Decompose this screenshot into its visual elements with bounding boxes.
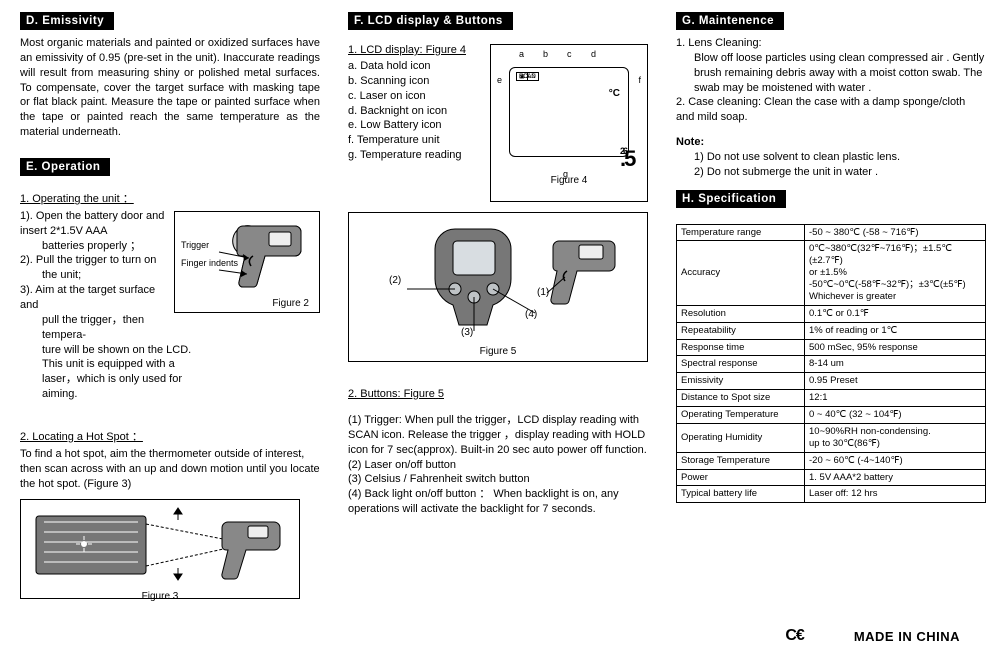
note-label: Note: bbox=[676, 135, 986, 150]
spec-key: Accuracy bbox=[677, 241, 805, 305]
table-row: Accuracy0℃~380℃(32℉~716℉)；±1.5℃(±2.7℉) o… bbox=[677, 241, 986, 305]
fig5-p3: (3) bbox=[461, 327, 473, 338]
figure-2: Trigger Finger indents Figure 2 bbox=[174, 211, 320, 313]
table-row: Distance to Spot size12:1 bbox=[677, 390, 986, 407]
section-f-header: F. LCD display & Buttons bbox=[348, 12, 513, 30]
button-4: (4) Back light on/off button ： When back… bbox=[348, 487, 648, 517]
table-row: Storage Temperature-20 ~ 60℃ (-4~140℉) bbox=[677, 452, 986, 469]
fig5-p1: (1) bbox=[537, 287, 549, 298]
lcd-unit: °C bbox=[609, 88, 620, 99]
spec-key: Repeatability bbox=[677, 322, 805, 339]
fig4-a: a bbox=[519, 49, 524, 59]
table-row: Repeatability1% of reading or 1℃ bbox=[677, 322, 986, 339]
case-cleaning: 2. Case cleaning: Clean the case with a … bbox=[676, 95, 986, 125]
section-d-header: D. Emissivity bbox=[20, 12, 114, 30]
spec-key: Operating Temperature bbox=[677, 407, 805, 424]
table-row: Power1. 5V AAA*2 battery bbox=[677, 469, 986, 486]
fig4-b: b bbox=[543, 49, 548, 59]
spec-value: 0℃~380℃(32℉~716℉)；±1.5℃(±2.7℉) or ±1.5% … bbox=[805, 241, 986, 305]
spec-key: Response time bbox=[677, 339, 805, 356]
fig4-f: f bbox=[638, 75, 641, 85]
fig4-g: g bbox=[563, 169, 568, 179]
table-row: Operating Humidity10~90%RH non-condensin… bbox=[677, 423, 986, 452]
column-2: F. LCD display & Buttons a b c d e f g H… bbox=[348, 12, 648, 599]
note-1: 1) Do not use solvent to clean plastic l… bbox=[676, 150, 986, 165]
spec-value: 1% of reading or 1℃ bbox=[805, 322, 986, 339]
lcd-reading-dec: .5 bbox=[620, 146, 634, 172]
fig4-e: e bbox=[497, 75, 502, 85]
note-2: 2) Do not submerge the unit in water . bbox=[676, 165, 986, 180]
spec-value: 12:1 bbox=[805, 390, 986, 407]
spec-table: Temperature range-50 ~ 380℃ (-58 ~ 716℉)… bbox=[676, 224, 986, 504]
fig2-caption: Figure 2 bbox=[272, 298, 309, 309]
table-row: Typical battery lifeLaser off: 12 hrs bbox=[677, 486, 986, 503]
figure-4: a b c d e f g HOLD SCAN ▲ ☼ ▢ °C bbox=[490, 44, 648, 202]
column-3: G. Maintenence 1. Lens Cleaning: Blow of… bbox=[676, 12, 986, 599]
spec-value: -50 ~ 380℃ (-58 ~ 716℉) bbox=[805, 224, 986, 241]
spec-key: Distance to Spot size bbox=[677, 390, 805, 407]
button-3: (3) Celsius / Fahrenheit switch button bbox=[348, 472, 648, 487]
spec-key: Resolution bbox=[677, 305, 805, 322]
spec-value: 10~90%RH non-condensing. up to 30℃(86℉) bbox=[805, 423, 986, 452]
spec-value: 0.95 Preset bbox=[805, 373, 986, 390]
spec-key: Typical battery life bbox=[677, 486, 805, 503]
table-row: Operating Temperature0 ~ 40℃ (32 ~ 104℉) bbox=[677, 407, 986, 424]
fig2-trigger-label: Trigger bbox=[181, 240, 209, 250]
ce-mark-icon: C€ bbox=[785, 627, 803, 645]
button-1: (1) Trigger: When pull the trigger，LCD d… bbox=[348, 413, 648, 458]
spec-value: -20 ~ 60℃ (-4~140℉) bbox=[805, 452, 986, 469]
spec-value: 500 mSec, 95% response bbox=[805, 339, 986, 356]
table-row: Spectral response8-14 um bbox=[677, 356, 986, 373]
button-2: (2) Laser on/off button bbox=[348, 458, 648, 473]
spec-value: Laser off: 12 hrs bbox=[805, 486, 986, 503]
fig5-p4: (4) bbox=[525, 309, 537, 320]
spec-key: Spectral response bbox=[677, 356, 805, 373]
lens-cleaning-title: 1. Lens Cleaning: bbox=[676, 36, 986, 51]
fig5-p2: (2) bbox=[389, 275, 401, 286]
fig4-caption: Figure 4 bbox=[497, 175, 641, 186]
lcd-mock: HOLD SCAN ▲ ☼ ▢ °C 26.5 bbox=[509, 67, 629, 157]
lcd-battery-icon: ▢ bbox=[516, 72, 528, 81]
spec-value: 1. 5V AAA*2 battery bbox=[805, 469, 986, 486]
spec-value: 8-14 um bbox=[805, 356, 986, 373]
fig4-c: c bbox=[567, 49, 572, 59]
section-h-header: H. Specification bbox=[676, 190, 786, 208]
table-row: Temperature range-50 ~ 380℃ (-58 ~ 716℉) bbox=[677, 224, 986, 241]
table-row: Emissivity0.95 Preset bbox=[677, 373, 986, 390]
section-g-header: G. Maintenence bbox=[676, 12, 784, 30]
fig3-caption: Figure 3 bbox=[27, 591, 293, 602]
section-d-body: Most organic materials and painted or ox… bbox=[20, 36, 320, 140]
e-step3f: aiming. bbox=[20, 387, 320, 402]
made-in-label: MADE IN CHINA bbox=[854, 629, 960, 644]
figure-3: Figure 3 bbox=[20, 499, 300, 599]
buttons-subhead: 2. Buttons: Figure 5 bbox=[348, 388, 648, 400]
spec-value: 0.1℃ or 0.1℉ bbox=[805, 305, 986, 322]
footer: C€ MADE IN CHINA bbox=[785, 627, 960, 645]
hot-spot-subhead: 2. Locating a Hot Spot ： bbox=[20, 428, 320, 444]
e-step3d: This unit is equipped with a bbox=[20, 357, 320, 372]
section-e-header: E. Operation bbox=[20, 158, 110, 176]
spec-key: Power bbox=[677, 469, 805, 486]
e-step3e: laser，which is only used for bbox=[20, 372, 320, 387]
lens-cleaning-body: Blow off loose particles using clean com… bbox=[676, 51, 986, 96]
page-columns: D. Emissivity Most organic materials and… bbox=[20, 12, 980, 599]
spec-key: Emissivity bbox=[677, 373, 805, 390]
figure-5: (2) (3) (4) (1) Figure 5 bbox=[348, 212, 648, 362]
hot-spot-body: To find a hot spot, aim the thermometer … bbox=[20, 447, 320, 492]
operating-steps: Trigger Finger indents Figure 2 1). Open… bbox=[20, 209, 320, 402]
fig2-finger-label: Finger indents bbox=[181, 258, 238, 268]
table-row: Response time500 mSec, 95% response bbox=[677, 339, 986, 356]
spec-value: 0 ~ 40℃ (32 ~ 104℉) bbox=[805, 407, 986, 424]
fig4-d: d bbox=[591, 49, 596, 59]
spec-key: Operating Humidity bbox=[677, 423, 805, 452]
fig5-caption: Figure 5 bbox=[349, 346, 647, 357]
e-step3b: pull the trigger，then tempera- bbox=[20, 313, 320, 343]
spec-key: Temperature range bbox=[677, 224, 805, 241]
column-1: D. Emissivity Most organic materials and… bbox=[20, 12, 320, 599]
operating-unit-subhead: 1. Operating the unit ： bbox=[20, 190, 320, 206]
table-row: Resolution0.1℃ or 0.1℉ bbox=[677, 305, 986, 322]
e-step3c: ture will be shown on the LCD. bbox=[20, 343, 320, 358]
spec-key: Storage Temperature bbox=[677, 452, 805, 469]
